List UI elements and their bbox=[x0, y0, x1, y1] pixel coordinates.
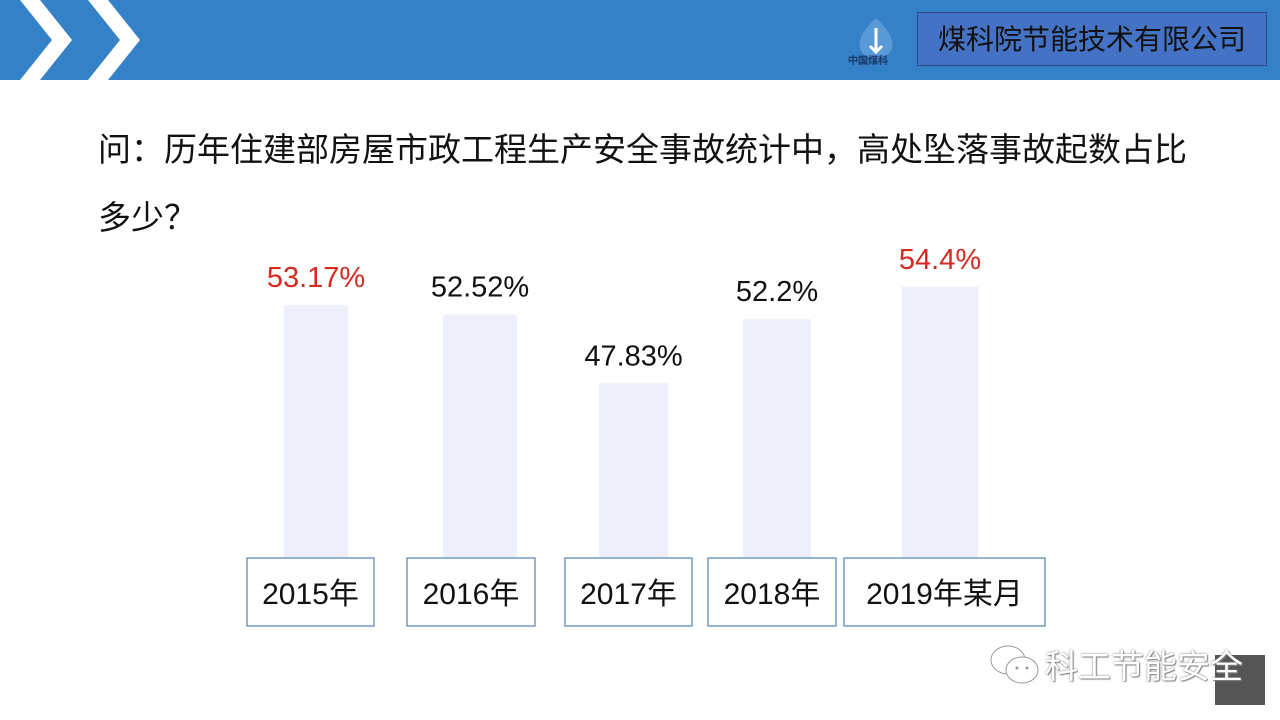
category-label-0: 2015年 bbox=[262, 578, 359, 611]
header-bar: 中国煤科 煤科院节能技术有限公司 bbox=[0, 0, 1280, 80]
wechat-icon bbox=[990, 645, 1039, 684]
data-label-0: 53.17% bbox=[267, 262, 365, 294]
chevron-decoration-icon bbox=[20, 0, 140, 80]
logo-text: 中国煤科 bbox=[848, 56, 888, 67]
category-box-1 bbox=[406, 557, 536, 627]
bar-4 bbox=[902, 286, 978, 557]
category-label-3: 2018年 bbox=[724, 578, 821, 611]
bar-3 bbox=[743, 319, 811, 557]
qr-code-placeholder bbox=[1215, 655, 1265, 705]
category-box-4 bbox=[843, 557, 1046, 627]
bar-0 bbox=[284, 304, 348, 557]
question-text: 问：历年住建部房屋市政工程生产安全事故统计中，高处坠落事故起数占比多少？ bbox=[98, 130, 1187, 237]
bar-2 bbox=[599, 383, 668, 557]
category-label-4: 2019年某月 bbox=[866, 578, 1023, 611]
watermark-text: 科工节能安全 bbox=[1045, 647, 1243, 686]
category-label-2: 2017年 bbox=[580, 578, 677, 611]
data-label-4: 54.4% bbox=[899, 244, 981, 276]
company-name: 煤科院节能技术有限公司 bbox=[917, 12, 1267, 66]
data-label-2: 47.83% bbox=[584, 340, 682, 372]
data-label-1: 52.52% bbox=[431, 271, 529, 303]
data-label-3: 52.2% bbox=[736, 276, 818, 308]
company-logo-icon bbox=[859, 18, 893, 58]
category-box-2 bbox=[564, 557, 693, 627]
category-label-1: 2016年 bbox=[423, 578, 520, 611]
category-box-3 bbox=[707, 557, 837, 627]
bar-1 bbox=[443, 314, 517, 557]
category-box-0 bbox=[246, 557, 375, 627]
